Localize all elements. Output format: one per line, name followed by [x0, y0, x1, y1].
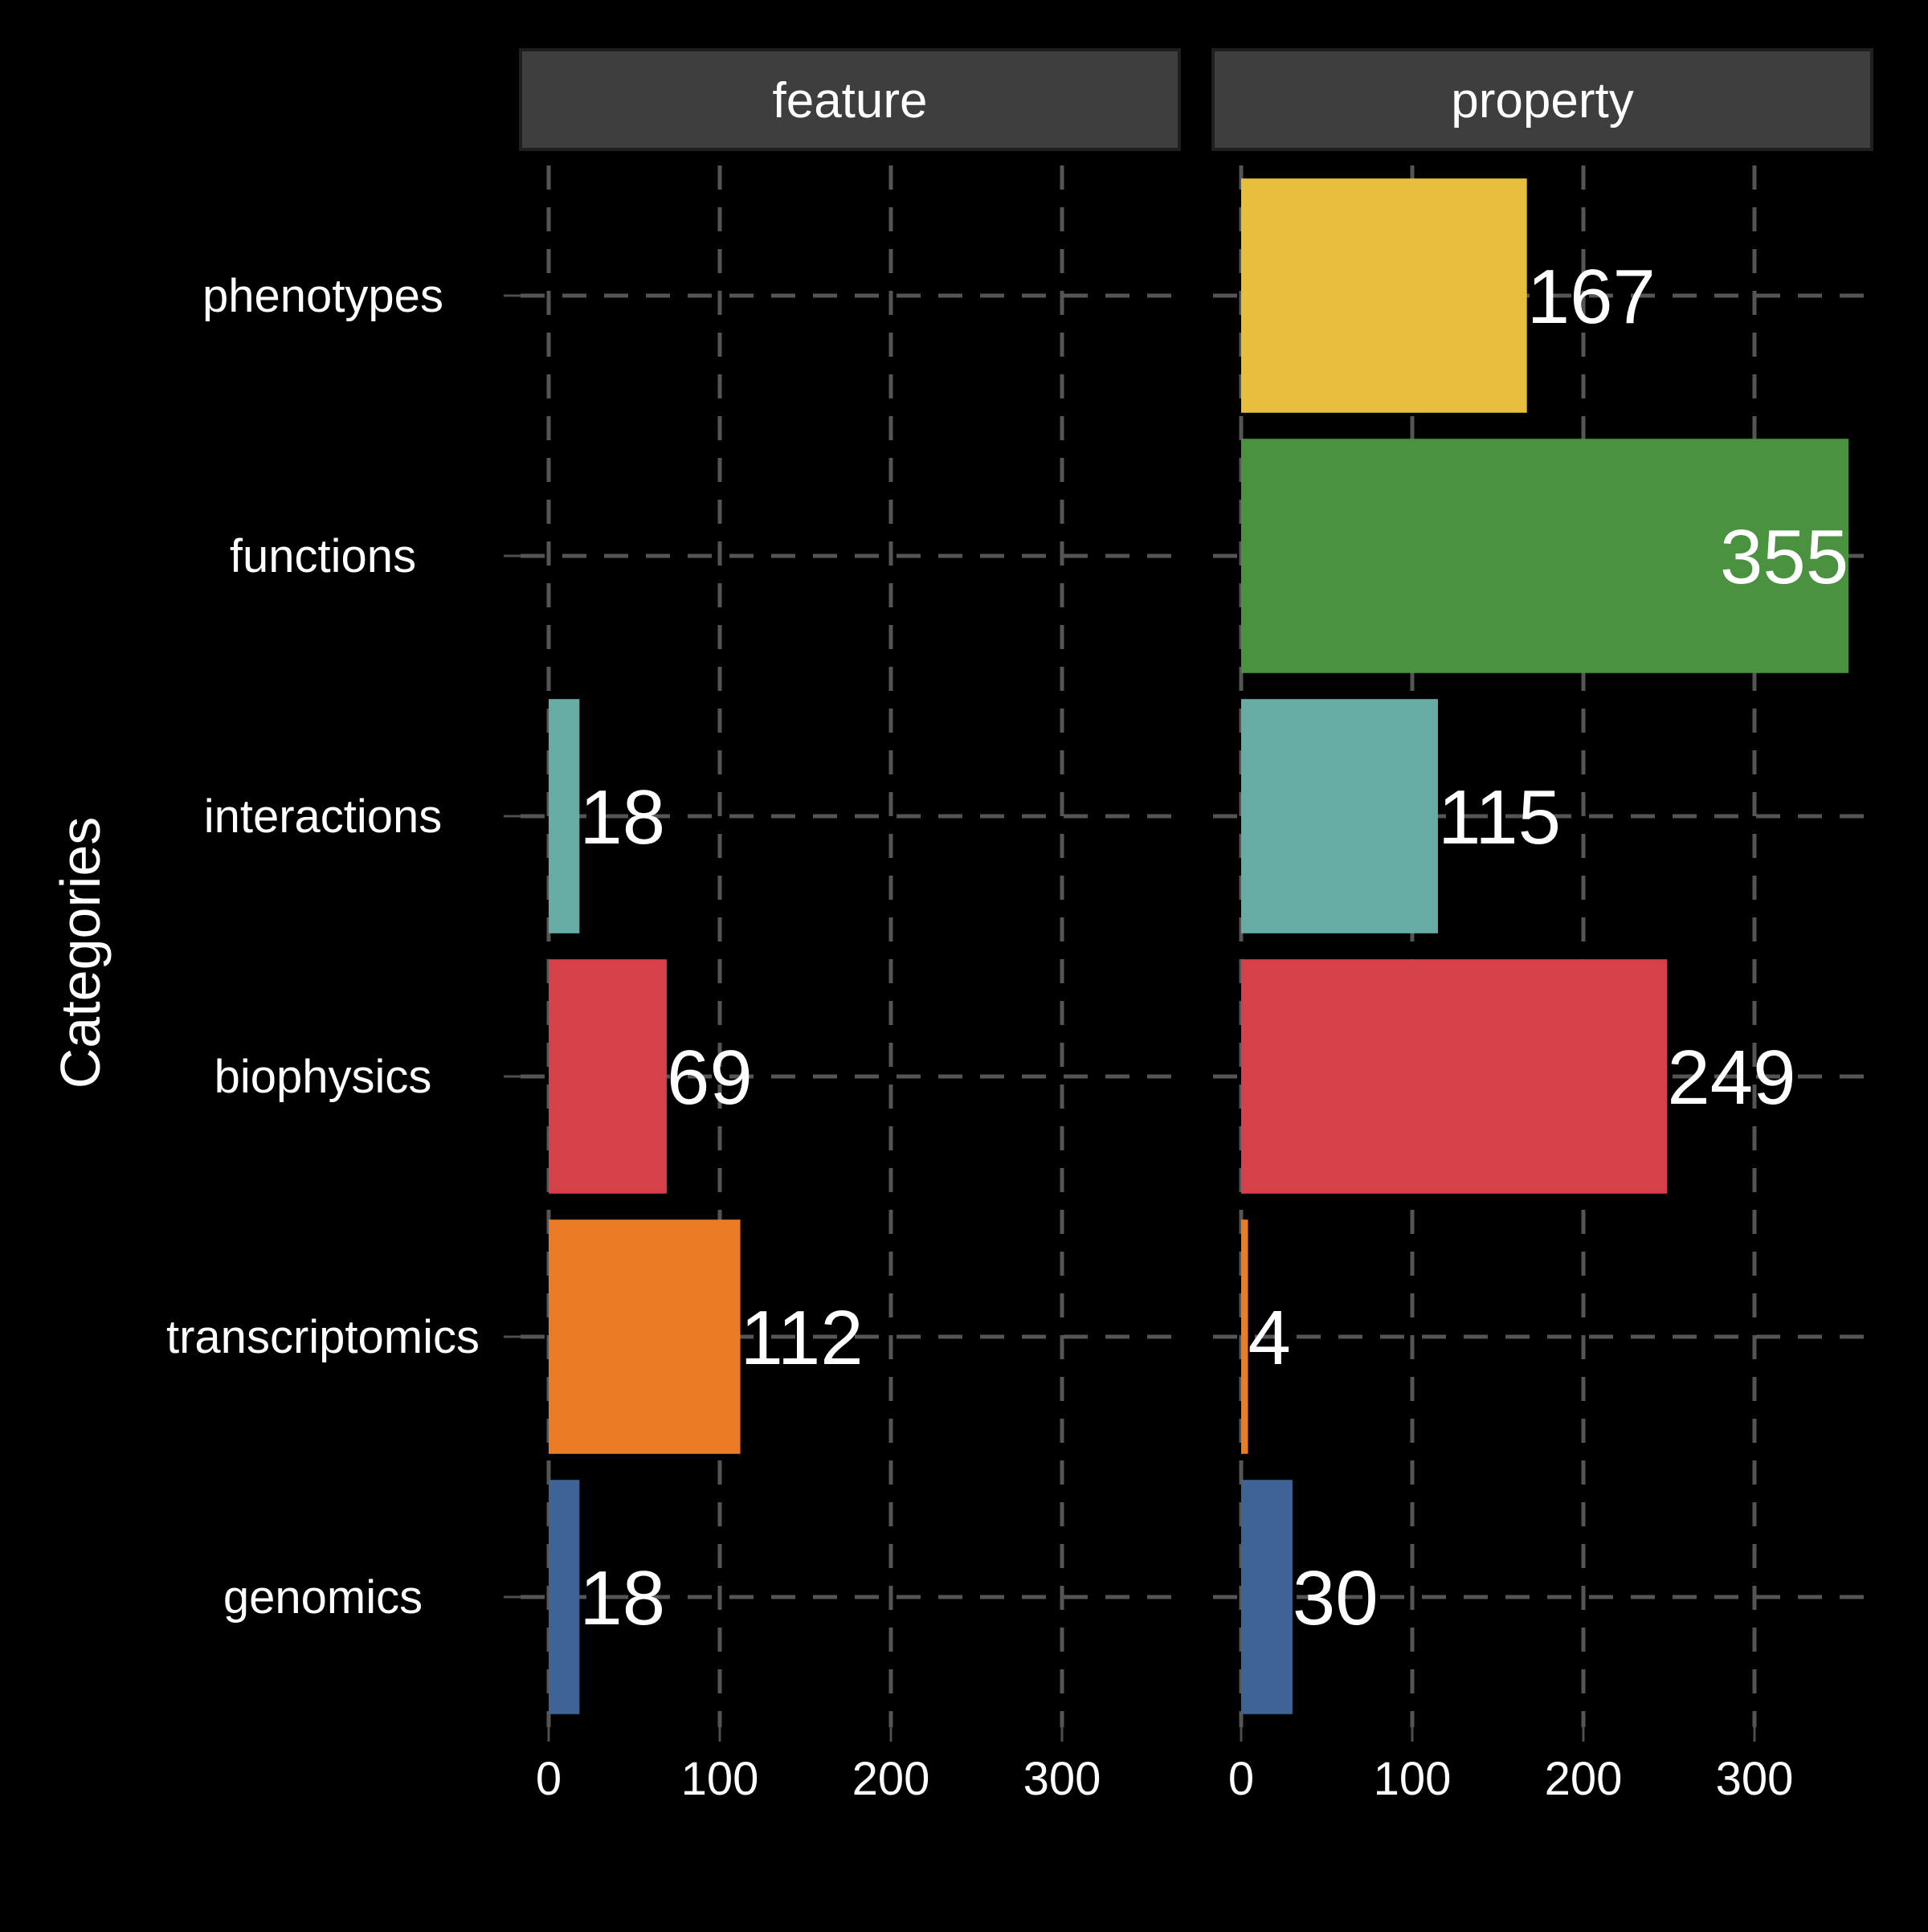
- x-tick-label-property-300: 300: [1716, 1753, 1794, 1805]
- bar-property-biophysics: [1241, 959, 1668, 1194]
- facet-strip-feature: [519, 48, 1181, 151]
- value-label-property-biophysics: 249: [1667, 1035, 1795, 1121]
- bar-property-transcriptomics: [1241, 1219, 1248, 1454]
- x-tick-label-property-200: 200: [1545, 1753, 1623, 1805]
- bar-property-functions: [1241, 439, 1849, 673]
- value-label-feature-transcriptomics: 112: [741, 1295, 864, 1381]
- category-label-biophysics: biophysics: [214, 1051, 432, 1103]
- value-label-property-functions: 355: [1720, 514, 1848, 600]
- category-label-functions: functions: [230, 530, 416, 582]
- value-label-feature-interactions: 18: [579, 774, 665, 860]
- x-tick-label-feature-100: 100: [681, 1753, 759, 1805]
- facet-panel-feature: feature 18 69 112 18 0 100 200 300: [519, 48, 1181, 1805]
- value-label-property-transcriptomics: 4: [1248, 1295, 1291, 1381]
- facet-strip-property: [1211, 48, 1873, 151]
- x-tick-label-feature-0: 0: [536, 1753, 562, 1805]
- category-label-transcriptomics: transcriptomics: [166, 1311, 480, 1363]
- x-tick-label-property-100: 100: [1374, 1753, 1452, 1805]
- bar-property-phenotypes: [1241, 178, 1527, 413]
- category-label-phenotypes: phenotypes: [202, 270, 443, 322]
- y-axis-title: Categories: [49, 817, 112, 1089]
- value-label-property-phenotypes: 167: [1527, 254, 1656, 340]
- facet-strip-label-property: property: [1451, 73, 1633, 129]
- bar-property-genomics: [1241, 1480, 1293, 1714]
- category-label-interactions: interactions: [204, 790, 443, 843]
- category-label-genomics: genomics: [223, 1571, 423, 1624]
- bar-feature-interactions: [549, 699, 580, 933]
- value-label-property-genomics: 30: [1293, 1555, 1379, 1641]
- value-label-feature-biophysics: 69: [667, 1035, 753, 1121]
- x-tick-label-property-0: 0: [1228, 1753, 1254, 1805]
- x-tick-label-feature-300: 300: [1023, 1753, 1101, 1805]
- x-tick-label-feature-200: 200: [852, 1753, 930, 1805]
- bar-property-interactions: [1241, 699, 1438, 933]
- bar-feature-biophysics: [549, 959, 667, 1194]
- bar-feature-genomics: [549, 1480, 580, 1714]
- value-label-feature-genomics: 18: [579, 1555, 665, 1641]
- facet-strip-label-feature: feature: [772, 73, 927, 129]
- bar-feature-transcriptomics: [549, 1219, 741, 1454]
- value-label-property-interactions: 115: [1438, 774, 1561, 860]
